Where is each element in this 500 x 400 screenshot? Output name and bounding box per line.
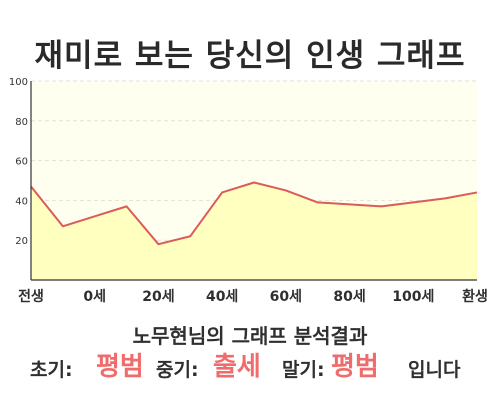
early-period-value: 평범 bbox=[96, 352, 144, 382]
x-tick-label-1: 0세 bbox=[83, 289, 106, 305]
x-tick-label-6: 100세 bbox=[392, 289, 434, 305]
series-area bbox=[31, 182, 477, 280]
x-tick-label-2: 20세 bbox=[142, 289, 174, 305]
x-tick-label-0: 전생 bbox=[18, 288, 44, 305]
summary-ending: 입니다 bbox=[408, 359, 461, 381]
late-period-label: 말기: bbox=[282, 359, 325, 381]
y-tick-label-80: 80 bbox=[15, 117, 28, 128]
result-summary: 초기: 평범 중기: 출세 말기: 평범 입니다 bbox=[0, 346, 500, 382]
mid-period-value: 출세 bbox=[213, 352, 261, 382]
x-tick-label-7: 환생 bbox=[462, 288, 488, 305]
y-tick-label-60: 60 bbox=[15, 157, 28, 168]
mid-period-label: 중기: bbox=[156, 359, 199, 381]
y-tick-label-20: 20 bbox=[15, 236, 28, 247]
series-line bbox=[30, 181, 478, 246]
late-period-value: 평범 bbox=[331, 352, 379, 382]
page-title: 재미로 보는 당신의 인생 그래프 bbox=[34, 38, 466, 74]
early-period-label: 초기: bbox=[30, 359, 73, 381]
x-tick-label-4: 60세 bbox=[270, 289, 302, 305]
analysis-subtitle: 노무현님의 그래프 분석결과 bbox=[132, 324, 368, 348]
y-tick-label-40: 40 bbox=[15, 196, 28, 207]
y-tick-label-100: 100 bbox=[9, 77, 28, 88]
x-tick-label-5: 80세 bbox=[333, 289, 365, 305]
x-tick-label-3: 40세 bbox=[206, 289, 238, 305]
